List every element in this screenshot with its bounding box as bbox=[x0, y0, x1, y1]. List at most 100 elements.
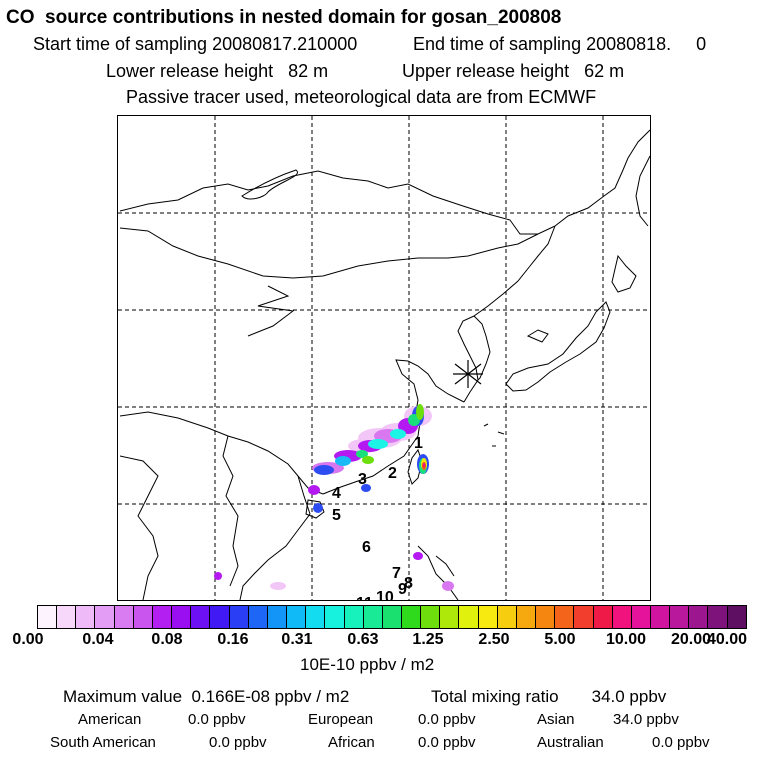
asian-label: Asian bbox=[537, 711, 575, 728]
color-scale-segment bbox=[574, 606, 594, 628]
color-scale-segment bbox=[114, 606, 134, 628]
site-label: 2 bbox=[388, 465, 397, 482]
color-scale-segment bbox=[325, 606, 345, 628]
color-scale-tick-label: 1.25 bbox=[412, 631, 444, 648]
units-label: 10E-10 ppbv / m2 bbox=[300, 655, 435, 674]
african-label: African bbox=[328, 734, 375, 751]
color-scale-segment bbox=[670, 606, 690, 628]
plume-blob bbox=[356, 450, 368, 458]
color-scale-segment bbox=[536, 606, 556, 628]
site-label: 11 bbox=[356, 595, 373, 600]
color-scale-segment bbox=[689, 606, 709, 628]
color-scale-segment bbox=[593, 606, 613, 628]
color-scale-tick-label: 0.00 bbox=[12, 631, 44, 648]
color-scale-tick-label: 0.04 bbox=[82, 631, 114, 648]
color-scale-segment bbox=[631, 606, 651, 628]
color-scale-segment bbox=[306, 606, 326, 628]
plume-blob bbox=[313, 503, 323, 513]
australian-label: Australian bbox=[537, 734, 604, 751]
color-scale-segment bbox=[497, 606, 517, 628]
site-label: 10 bbox=[376, 589, 394, 600]
color-scale-segment bbox=[229, 606, 249, 628]
site-label: 5 bbox=[332, 507, 341, 524]
plume-blob bbox=[270, 582, 286, 590]
color-scale-segment bbox=[287, 606, 307, 628]
european-label: European bbox=[308, 711, 374, 728]
plume-blob bbox=[314, 465, 334, 475]
color-scale-segment bbox=[191, 606, 211, 628]
color-scale-tick-label: 20.00 bbox=[670, 631, 712, 648]
color-scale-segment bbox=[478, 606, 498, 628]
plume-blob bbox=[442, 581, 454, 591]
color-scale-segment bbox=[651, 606, 671, 628]
star-marker bbox=[453, 360, 483, 388]
upper-release-height-label: Upper release height 62 m bbox=[402, 61, 625, 81]
plume-blob bbox=[214, 572, 222, 580]
site-label: 3 bbox=[358, 471, 367, 488]
color-scale-bar bbox=[37, 605, 747, 629]
color-scale-segment bbox=[421, 606, 441, 628]
color-scale-segment bbox=[38, 606, 58, 628]
site-label: 8 bbox=[404, 575, 413, 592]
site-label: 9 bbox=[398, 581, 407, 598]
color-scale-tick-label: 40.00 bbox=[706, 631, 748, 648]
site-labels: 1234567891011 bbox=[332, 435, 423, 600]
lower-release-height-label: Lower release height 82 m bbox=[106, 61, 329, 81]
tracer-note: Passive tracer used, meteorological data… bbox=[126, 87, 597, 107]
american-label: American bbox=[78, 711, 142, 728]
plume-blob bbox=[390, 429, 406, 439]
color-scale-segment bbox=[516, 606, 537, 628]
map-svg: 1234567891011 bbox=[118, 116, 650, 600]
australian-value: 0.0 ppbv bbox=[652, 734, 710, 751]
color-scale-segment bbox=[248, 606, 268, 628]
color-scale-segment bbox=[459, 606, 479, 628]
plume-blob bbox=[413, 552, 423, 560]
color-scale-segment bbox=[172, 606, 192, 628]
color-scale-tick-label: 0.63 bbox=[347, 631, 379, 648]
plume-blob bbox=[362, 456, 374, 464]
color-scale-segment bbox=[152, 606, 173, 628]
color-scale-segment bbox=[708, 606, 728, 628]
south-american-value: 0.0 ppbv bbox=[209, 734, 267, 751]
plume-blob bbox=[423, 463, 425, 467]
plume-blob bbox=[416, 404, 424, 420]
color-scale-segment bbox=[555, 606, 575, 628]
color-scale-tick-label: 10.00 bbox=[605, 631, 647, 648]
color-scale-segment bbox=[727, 606, 746, 628]
plume-blob bbox=[335, 456, 351, 466]
color-scale-segment bbox=[76, 606, 96, 628]
end-time-label: End time of sampling 20080818. 0 bbox=[413, 34, 707, 54]
max-value-label: Maximum value 0.166E-08 ppbv / m2 bbox=[63, 687, 350, 706]
color-scale-segment bbox=[612, 606, 632, 628]
color-scale-segment bbox=[57, 606, 77, 628]
site-label: 7 bbox=[392, 565, 401, 582]
start-time-label: Start time of sampling 20080817.210000 bbox=[33, 34, 358, 54]
color-scale-segment bbox=[267, 606, 288, 628]
color-scale-tick-label: 2.50 bbox=[478, 631, 510, 648]
color-scale-segment bbox=[382, 606, 402, 628]
color-scale-segment bbox=[95, 606, 115, 628]
color-scale-tick-label: 0.08 bbox=[151, 631, 183, 648]
color-scale-segment bbox=[363, 606, 383, 628]
grid-lines bbox=[118, 116, 650, 600]
african-value: 0.0 ppbv bbox=[418, 734, 476, 751]
plume-blob bbox=[308, 485, 320, 495]
color-scale-tick-label: 0.16 bbox=[217, 631, 249, 648]
color-scale-segment bbox=[344, 606, 364, 628]
site-label: 4 bbox=[332, 485, 341, 502]
color-scale-tick-label: 5.00 bbox=[544, 631, 576, 648]
color-scale-segment bbox=[210, 606, 230, 628]
plume-blob bbox=[368, 439, 388, 449]
american-value: 0.0 ppbv bbox=[188, 711, 246, 728]
plume-blob bbox=[361, 484, 371, 492]
total-mixing-ratio-label: Total mixing ratio 34.0 ppbv bbox=[431, 687, 667, 706]
color-scale-tick-label: 0.31 bbox=[281, 631, 313, 648]
european-value: 0.0 ppbv bbox=[418, 711, 476, 728]
asian-value: 34.0 ppbv bbox=[613, 711, 679, 728]
emission-plume bbox=[214, 404, 454, 591]
color-scale-segment bbox=[401, 606, 422, 628]
site-label: 1 bbox=[414, 435, 423, 452]
coastlines bbox=[119, 129, 650, 600]
south-american-label: South American bbox=[50, 734, 156, 751]
color-scale-segment bbox=[440, 606, 460, 628]
